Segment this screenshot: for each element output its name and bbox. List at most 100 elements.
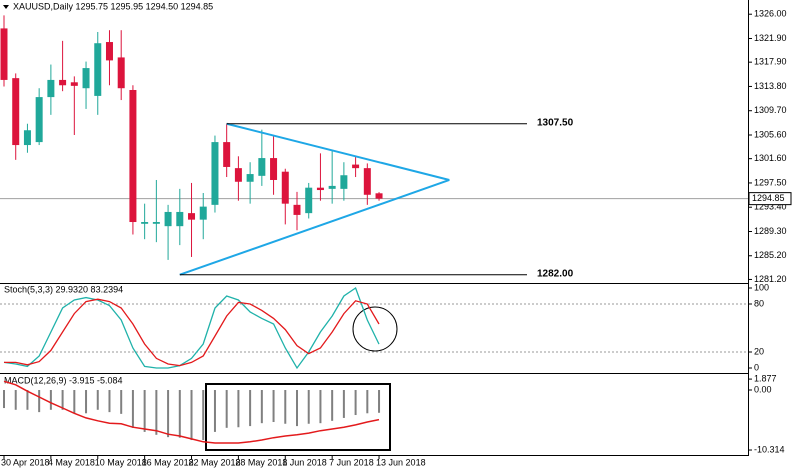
y-tick-label: 1297.50	[754, 177, 787, 187]
x-tick-label: 28 May 2018	[235, 457, 287, 467]
menu-icon	[3, 5, 9, 9]
candle-body	[199, 206, 207, 220]
candle-body	[141, 222, 149, 224]
level-label: 1307.50	[537, 117, 574, 128]
histogram-bar	[178, 390, 181, 438]
candle-body	[258, 158, 266, 176]
candle-body	[0, 28, 8, 80]
candle-body	[35, 97, 43, 143]
histogram-bar	[38, 390, 41, 413]
macd-title: MACD(12,26,9) -3.915 -5.084	[4, 375, 123, 385]
histogram-bar	[249, 390, 252, 427]
histogram-bar	[319, 390, 322, 424]
y-tick-label: 1313.80	[754, 81, 787, 91]
histogram-bar	[260, 390, 263, 424]
y-tick-label: 0	[754, 362, 759, 372]
candle-body	[176, 211, 184, 227]
histogram-bar	[14, 390, 17, 410]
histogram-bar	[213, 390, 216, 432]
candle-body	[105, 42, 113, 61]
y-tick-label: 100	[754, 282, 769, 292]
candle-body	[129, 89, 137, 223]
histogram-bar	[366, 390, 369, 414]
candle-body	[70, 82, 78, 86]
line-series	[4, 298, 380, 367]
candle-body	[152, 222, 160, 224]
histogram-bar	[3, 390, 5, 409]
y-tick-label: 1285.20	[754, 250, 787, 260]
candle-body	[59, 79, 67, 86]
histogram-bar	[342, 390, 345, 418]
last-price-box	[748, 192, 792, 206]
candle-body	[82, 68, 90, 89]
candle-body	[234, 168, 242, 182]
candle-body	[316, 187, 324, 191]
y-tick-label: 1289.30	[754, 226, 787, 236]
x-tick-label: 10 May 2018	[95, 457, 147, 467]
x-tick-label: 22 May 2018	[189, 457, 241, 467]
candle-body	[293, 204, 301, 215]
y-tick-label: 1321.90	[754, 33, 787, 43]
trendline	[226, 122, 450, 181]
candle-body	[164, 211, 172, 227]
candle-body	[223, 142, 231, 167]
y-tick-label: -10.314	[754, 444, 785, 454]
x-tick-label: 4 May 2018	[48, 457, 95, 467]
histogram-bar	[167, 390, 170, 438]
histogram-bar	[131, 390, 134, 428]
line-series	[3, 380, 380, 444]
candle-body	[12, 78, 20, 146]
y-tick-label: 1.877	[754, 373, 777, 383]
highlight-box	[205, 383, 391, 451]
candle-body	[211, 142, 219, 205]
candle-body	[340, 175, 348, 189]
candle-body	[23, 130, 31, 146]
y-tick-label: 1293.40	[754, 202, 787, 212]
candle-body	[281, 171, 289, 204]
histogram-bar	[26, 390, 29, 410]
histogram-bar	[237, 390, 240, 428]
histogram-bar	[354, 390, 357, 416]
x-tick-label: 13 Jun 2018	[376, 457, 426, 467]
candle-body	[363, 168, 371, 195]
last-price-label: 1294.85	[752, 193, 785, 203]
histogram-bar	[225, 390, 228, 428]
histogram-bar	[49, 390, 52, 410]
histogram-bar	[85, 390, 88, 414]
y-tick-label: 1317.90	[754, 57, 787, 67]
y-tick-label: 1309.70	[754, 105, 787, 115]
histogram-bar	[190, 390, 193, 441]
y-tick-label: 1301.60	[754, 153, 787, 163]
candle-body	[47, 79, 55, 98]
candle-body	[94, 43, 102, 96]
candle-body	[305, 187, 313, 214]
x-tick-label: 16 May 2018	[142, 457, 194, 467]
histogram-bar	[143, 390, 146, 432]
histogram-bar	[272, 390, 275, 423]
histogram-bar	[108, 390, 111, 413]
histogram-bar	[307, 390, 310, 424]
y-tick-label: 1326.00	[754, 9, 787, 19]
x-tick-label: 7 Jun 2018	[329, 457, 374, 467]
histogram-bar	[378, 390, 381, 413]
histogram-bar	[202, 390, 205, 441]
candle-body	[352, 164, 360, 169]
stoch-title: Stoch(5,3,3) 29.9320 83.2394	[4, 284, 123, 294]
histogram-bar	[61, 390, 64, 410]
chart-title: XAUUSD,Daily 1295.75 1295.95 1294.50 129…	[13, 1, 213, 11]
trendline	[179, 179, 450, 276]
histogram-bar	[73, 390, 76, 414]
histogram-bar	[96, 390, 99, 410]
y-tick-label: 0.00	[754, 384, 772, 394]
candle-body	[246, 174, 254, 182]
line-series	[3, 286, 380, 370]
y-tick-label: 20	[754, 346, 764, 356]
y-tick-label: 80	[754, 298, 764, 308]
candle-body	[117, 57, 125, 89]
candle-body	[328, 185, 336, 189]
histogram-bar	[331, 390, 334, 421]
histogram-bar	[296, 390, 298, 427]
x-tick-label: 30 Apr 2018	[1, 457, 50, 467]
candle-body	[375, 193, 383, 199]
